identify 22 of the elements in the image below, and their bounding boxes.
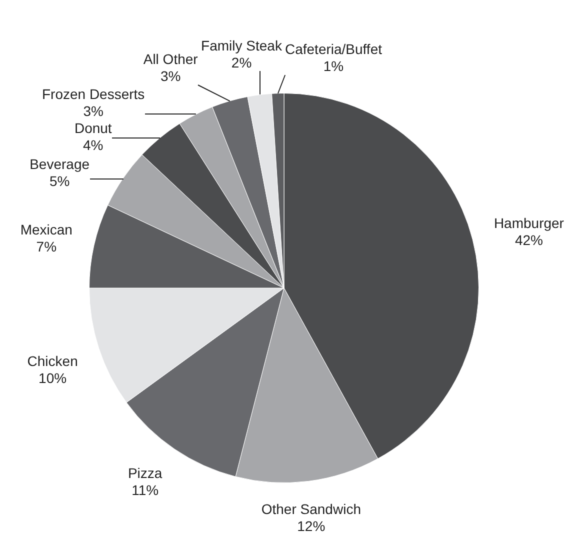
slice-label: Hamburger — [494, 214, 564, 231]
data-label: 2% — [231, 54, 252, 70]
data-label: 5% — [49, 173, 70, 190]
data-label: 12% — [297, 518, 326, 534]
slice-label: Family Steak — [201, 37, 283, 54]
slice-label: Cafeteria/Buffet — [284, 40, 382, 57]
data-label: 11% — [132, 482, 159, 498]
data-label: 3% — [160, 68, 181, 84]
data-label: 10% — [38, 370, 67, 386]
slice-label: Chicken — [27, 352, 78, 369]
slice-label: Other Sandwich — [261, 500, 361, 517]
slice-label: Frozen Desserts — [42, 86, 145, 102]
slice-label: Pizza — [128, 465, 162, 482]
data-label: 7% — [36, 238, 57, 255]
slice-label: Beverage — [30, 156, 90, 172]
data-label: 1% — [323, 58, 344, 74]
slice-label: Donut — [74, 120, 112, 136]
data-label: 42% — [514, 232, 543, 248]
slice-label: Mexican — [20, 222, 72, 238]
data-label: 4% — [83, 137, 104, 154]
data-label: 3% — [83, 102, 104, 119]
slice-label: All Other — [143, 50, 198, 67]
